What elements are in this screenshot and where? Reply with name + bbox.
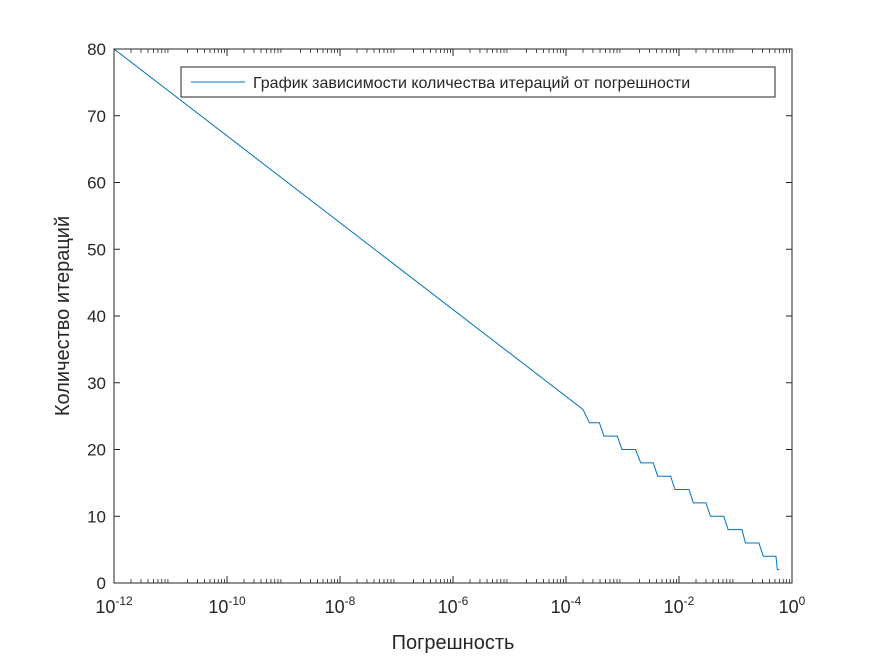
y-tick-label: 80 xyxy=(87,40,106,59)
y-tick-label: 10 xyxy=(87,507,106,526)
axes-box xyxy=(113,48,793,584)
x-tick-label: 10-4 xyxy=(551,594,582,617)
y-tick-label: 40 xyxy=(87,307,106,326)
legend-box xyxy=(180,66,776,98)
y-tick-label: 0 xyxy=(97,574,106,593)
y-tick-label: 20 xyxy=(87,441,106,460)
y-tick-label: 30 xyxy=(87,374,106,393)
minor-ticks xyxy=(130,49,790,583)
x-tick-label: 10-8 xyxy=(325,594,356,617)
plot-area xyxy=(114,49,792,583)
x-tick-label: 10-12 xyxy=(95,594,133,617)
x-tick-labels: 10-12 10-10 10-8 10-6 10-4 10-2 100 xyxy=(95,594,805,617)
legend: График зависимости количества итераций о… xyxy=(180,66,776,98)
y-tick-labels: 0 10 20 30 40 50 60 70 80 xyxy=(87,40,106,593)
y-axis-label: Количество итераций xyxy=(52,216,74,416)
x-tick-label: 10-2 xyxy=(664,594,695,617)
x-tick-label: 100 xyxy=(779,594,806,617)
x-tick-label: 10-10 xyxy=(208,594,246,617)
y-tick-label: 50 xyxy=(87,240,106,259)
x-tick-label: 10-6 xyxy=(438,594,469,617)
y-tick-label: 60 xyxy=(87,174,106,193)
x-axis-label: Погрешность xyxy=(392,632,515,654)
legend-label: График зависимости количества итераций о… xyxy=(253,75,690,92)
y-tick-label: 70 xyxy=(87,107,106,126)
series-line xyxy=(113,48,780,571)
